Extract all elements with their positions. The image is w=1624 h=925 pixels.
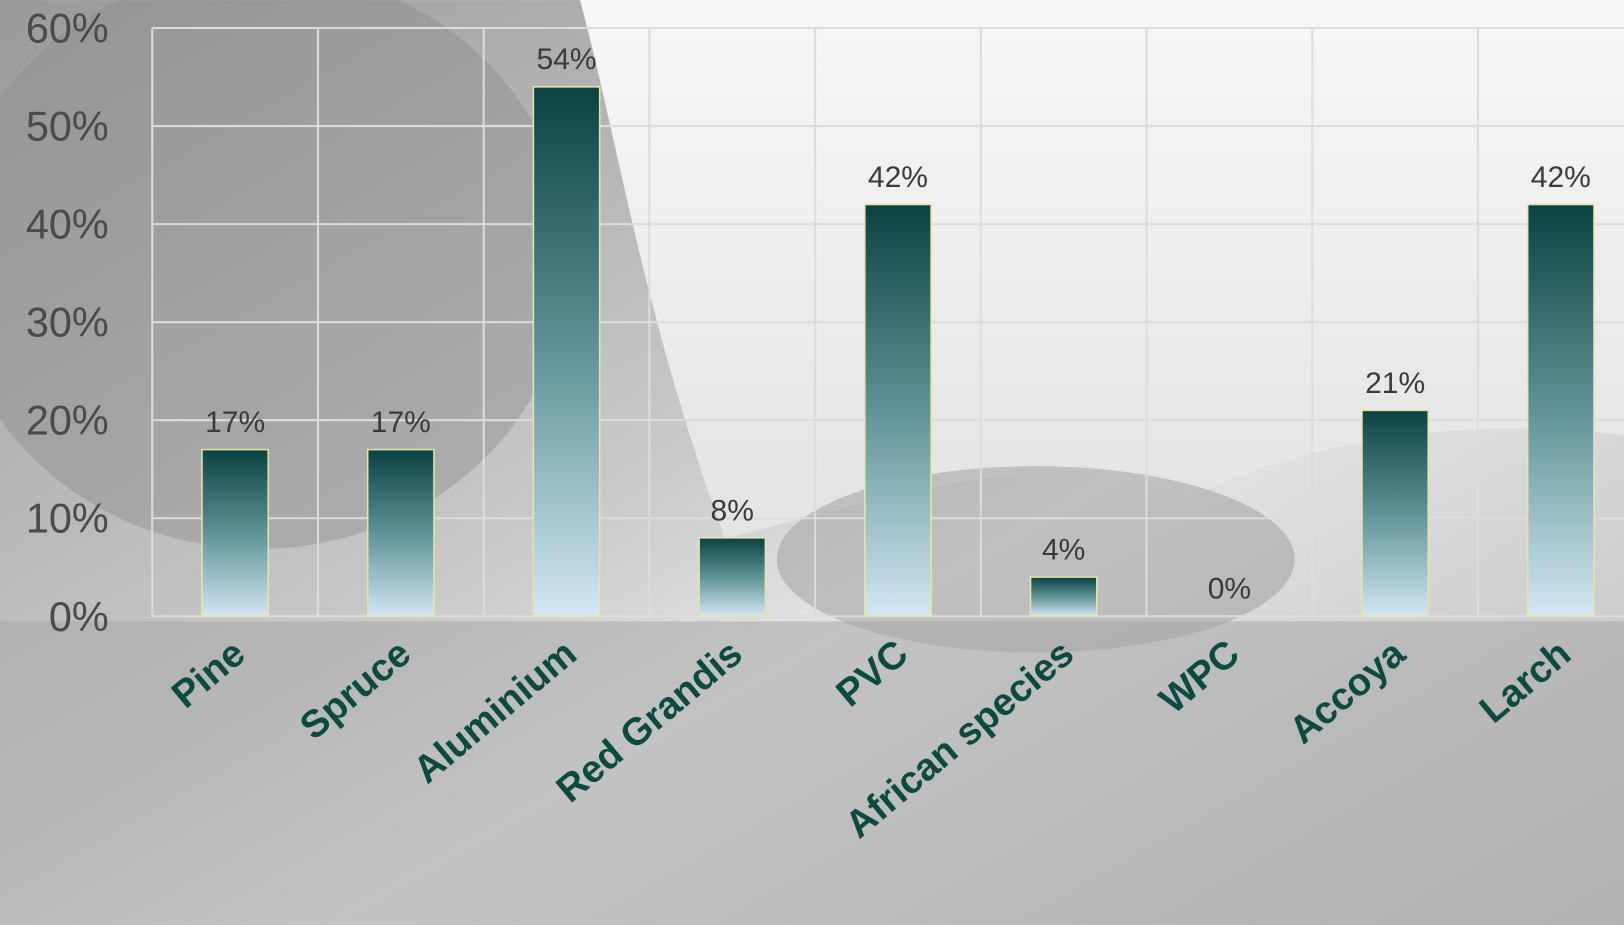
bar <box>1526 203 1595 618</box>
value-label: 0% <box>1208 573 1251 606</box>
y-tick-label: 40% <box>26 202 109 248</box>
value-label: 4% <box>1042 533 1085 566</box>
y-tick-label: 10% <box>26 496 109 542</box>
bar <box>864 203 932 618</box>
y-tick-label: 60% <box>26 6 109 52</box>
y-tick-label: 50% <box>26 104 109 150</box>
value-label: 8% <box>711 494 754 527</box>
bar <box>1361 409 1430 618</box>
y-tick-label: 30% <box>26 300 109 346</box>
value-label: 17% <box>371 406 431 439</box>
bar <box>201 448 270 618</box>
bar <box>698 537 767 618</box>
value-label: 21% <box>1365 367 1425 400</box>
y-tick-label: 20% <box>26 398 109 444</box>
bar <box>1029 576 1098 618</box>
value-label: 42% <box>868 161 928 194</box>
value-label: 42% <box>1531 161 1591 194</box>
value-label: 17% <box>205 406 265 439</box>
y-tick-label: 0% <box>49 594 109 640</box>
bar <box>366 448 435 618</box>
value-label: 54% <box>536 43 596 76</box>
bar <box>532 86 601 618</box>
